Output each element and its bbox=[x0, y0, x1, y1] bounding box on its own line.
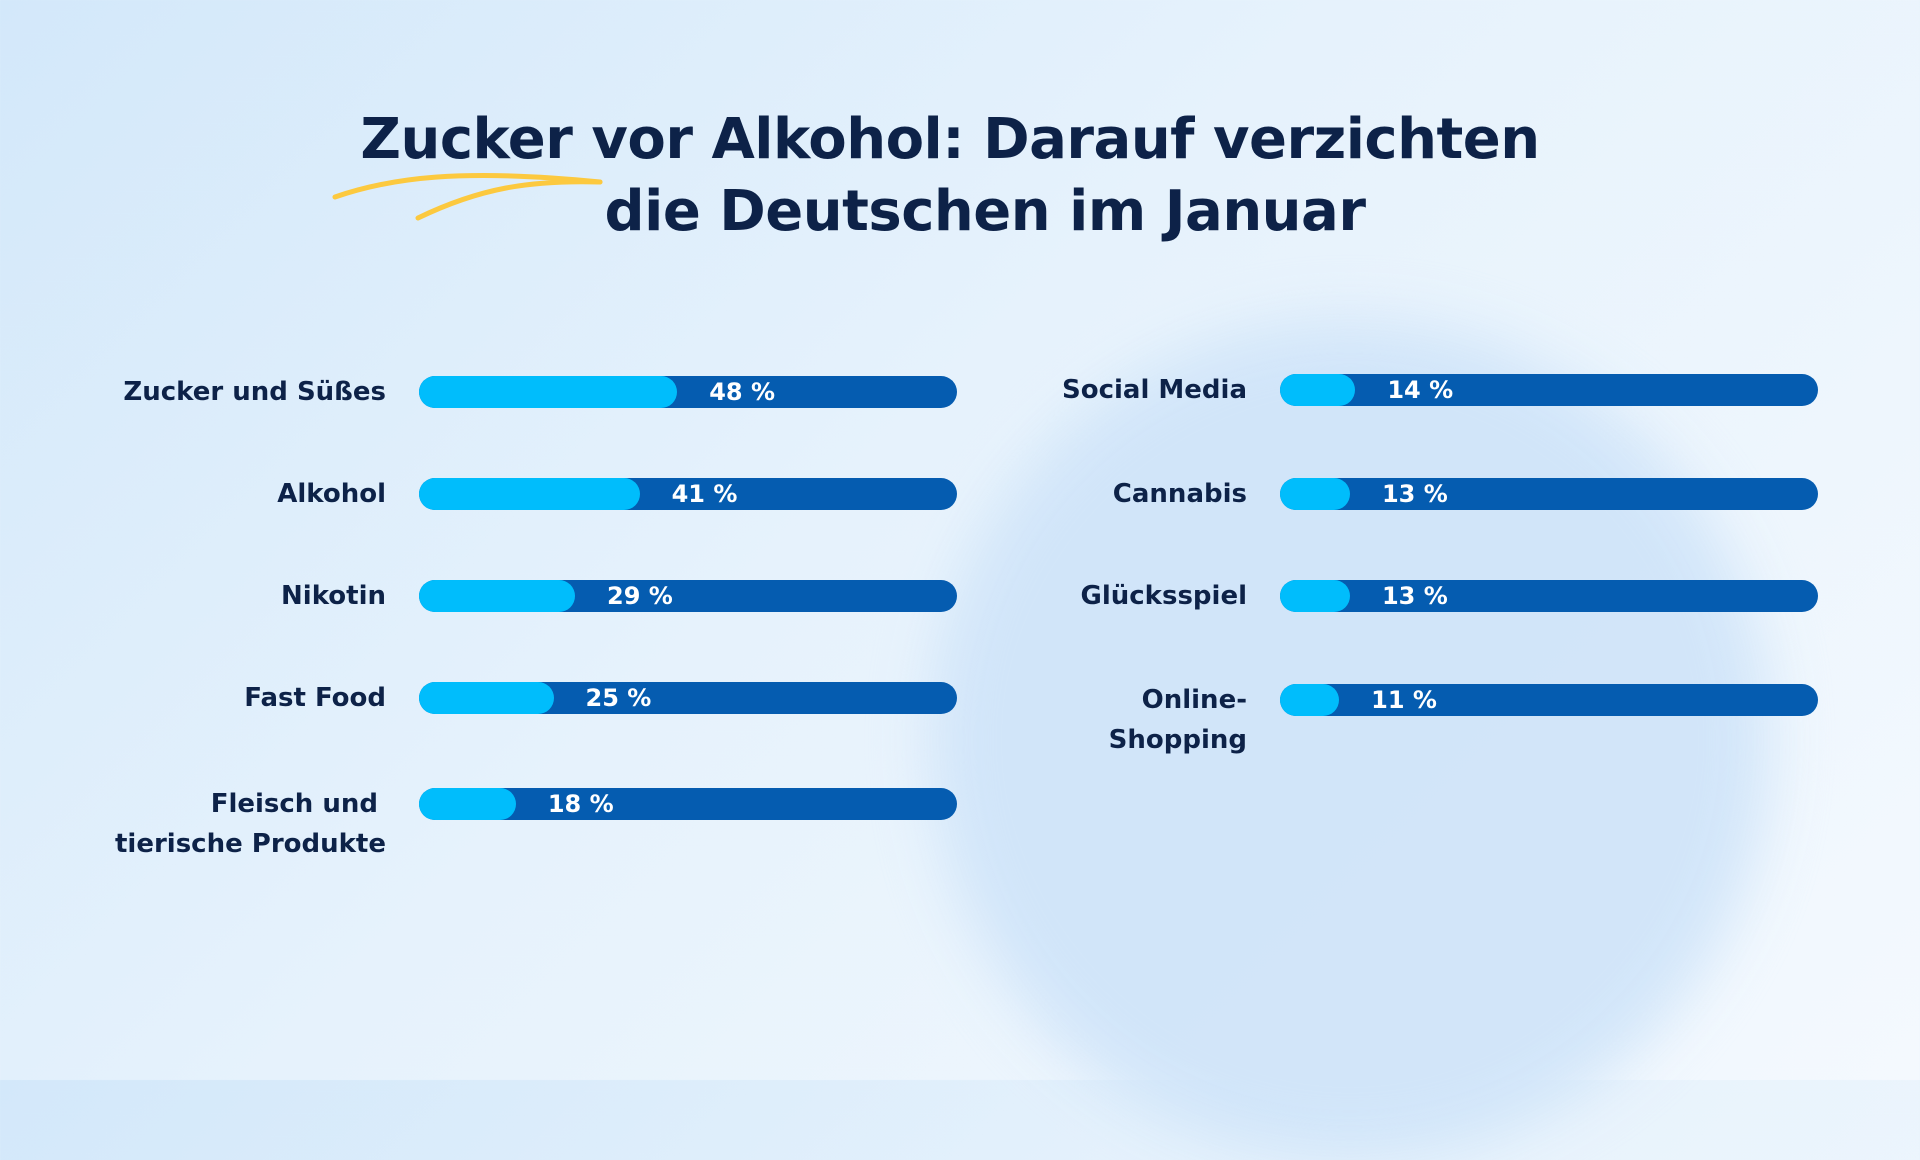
bar-label-line: Fleisch und bbox=[210, 789, 378, 819]
bar-fill bbox=[1280, 580, 1350, 612]
bar-value-label: 11 % bbox=[1371, 686, 1437, 714]
bar-fill bbox=[1280, 684, 1340, 716]
bar-fill bbox=[419, 580, 576, 612]
bar-track: 25 % bbox=[419, 682, 957, 714]
bar-label-line: Shopping bbox=[1108, 725, 1247, 755]
bar-track: 14 % bbox=[1280, 374, 1818, 406]
bar-fill bbox=[419, 478, 640, 510]
bar-label: Fast Food bbox=[244, 683, 386, 713]
bar-label: Online- Shopping bbox=[887, 680, 1247, 760]
bar-value-label: 13 % bbox=[1381, 582, 1448, 610]
bar-value-label: 41 % bbox=[671, 480, 738, 508]
bar-track: 18 % bbox=[419, 788, 957, 820]
bar-label: Alkohol bbox=[277, 479, 386, 509]
bar-value-label: 48 % bbox=[709, 378, 776, 406]
bar-label: Nikotin bbox=[281, 581, 386, 611]
title-line-1: Zucker vor Alkohol: Darauf verzichten bbox=[360, 107, 1540, 172]
bar-fill bbox=[1280, 478, 1350, 510]
chart-title: Zucker vor Alkohol: Darauf verzichten di… bbox=[0, 104, 1900, 248]
bar-track: 13 % bbox=[1280, 478, 1818, 510]
bar-fill bbox=[419, 788, 516, 820]
bar-value-label: 18 % bbox=[547, 790, 614, 818]
bar-track: 11 % bbox=[1280, 684, 1818, 716]
bar-track: 48 % bbox=[419, 376, 957, 408]
bar-label-line: tierische Produkte bbox=[114, 829, 386, 859]
bar-value-label: 14 % bbox=[1387, 376, 1454, 404]
bar-value-label: 29 % bbox=[607, 582, 673, 610]
bar-value-label: 25 % bbox=[585, 684, 652, 712]
bar-fill bbox=[419, 682, 554, 714]
bar-label: Zucker und Süßes bbox=[123, 377, 386, 407]
bar-track: 13 % bbox=[1280, 580, 1818, 612]
title-line-2: die Deutschen im Januar bbox=[604, 179, 1366, 244]
bar-track: 41 % bbox=[419, 478, 957, 510]
background-blob bbox=[930, 320, 1770, 1160]
bar-track: 29 % bbox=[419, 580, 957, 612]
bar-label: Social Media bbox=[1062, 375, 1247, 405]
bar-fill bbox=[419, 376, 678, 408]
bar-fill bbox=[1280, 374, 1356, 406]
bar-label: Cannabis bbox=[1112, 479, 1247, 509]
bar-label-line: Online- bbox=[1141, 685, 1247, 715]
bar-label: Glücksspiel bbox=[1080, 581, 1248, 611]
bar-value-label: 13 % bbox=[1381, 480, 1448, 508]
swoosh-decoration bbox=[332, 172, 603, 221]
bar-label: Fleisch und tierische Produkte bbox=[26, 784, 386, 864]
